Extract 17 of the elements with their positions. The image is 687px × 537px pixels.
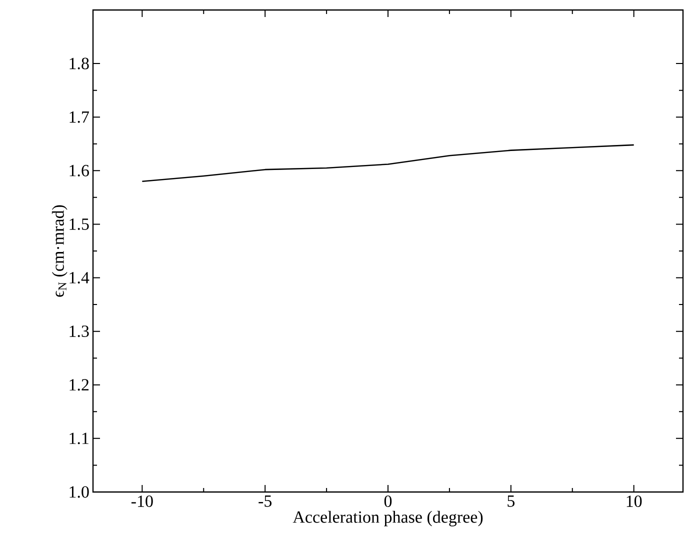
x-tick-label: -10 — [131, 496, 153, 507]
y-tick-label: 1.7 — [70, 111, 89, 123]
y-tick-label: 1.8 — [70, 58, 89, 70]
y-tick-label: 1.3 — [70, 326, 89, 338]
line-series — [142, 144, 634, 182]
y-tick-label: 1.2 — [70, 379, 89, 391]
x-tick-label: 5 — [508, 496, 515, 507]
y-axis-title: ϵ$_{N}$ (cm·mrad) — [52, 205, 68, 297]
x-tick-label: -5 — [258, 496, 272, 507]
y-tick-label: 1.0 — [70, 486, 89, 498]
y-tick-label: 1.4 — [70, 272, 90, 284]
y-tick-label: 1.1 — [70, 432, 88, 444]
x-tick-label: 10 — [626, 496, 642, 507]
x-tick-label: 0 — [384, 496, 392, 507]
y-tick-label: 1.5 — [70, 218, 89, 230]
y-tick-label: 1.6 — [70, 164, 89, 176]
x-axis-title: Acceleration phase (degree) — [292, 510, 483, 526]
